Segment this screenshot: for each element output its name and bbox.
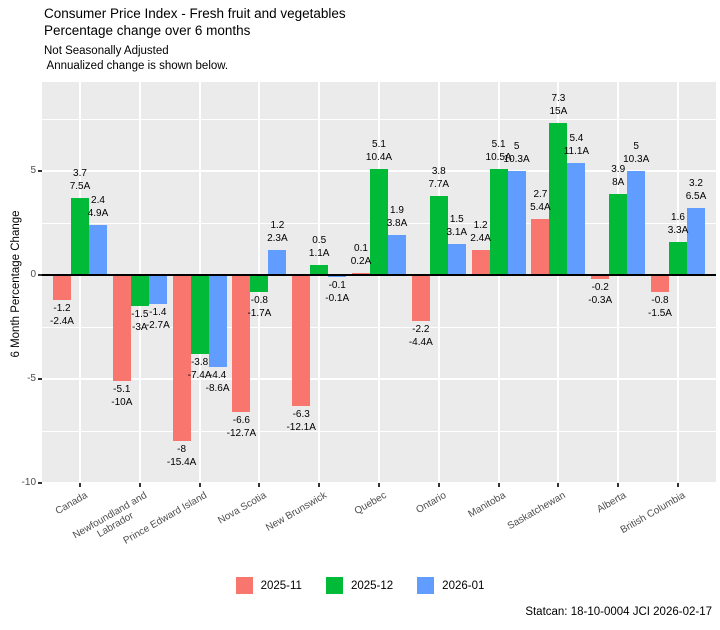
grid-line-v-major [617, 82, 620, 483]
bar-2025-11-saskatchewan [531, 218, 550, 275]
y-axis-tick-label: -10 [21, 477, 36, 488]
x-axis-tick-label-line: Prince Edward Island [121, 490, 210, 547]
bar-2025-11-newfoundland-and-labrador [112, 275, 131, 382]
bar-2026-01-saskatchewan [567, 162, 586, 275]
x-axis-tick-label: Canada [54, 490, 90, 517]
bar-2025-11-alberta [591, 275, 610, 280]
grid-line-v-major [677, 82, 679, 483]
x-axis-tick [497, 483, 500, 487]
x-axis-tick [318, 483, 321, 487]
bar-2025-12-nova-scotia [250, 275, 269, 292]
grid-line-v-major [557, 82, 560, 483]
x-axis-tick-label: British Columbia [619, 490, 688, 536]
bar-2025-12-quebec [370, 168, 388, 275]
bar-2025-12-manitoba [489, 168, 508, 275]
bar-2025-11-canada [53, 275, 71, 300]
x-axis-tick-label: New Brunswick [264, 490, 329, 534]
bar-2025-11-british-columbia [651, 275, 669, 292]
bar-2025-12-canada [71, 198, 89, 275]
bar-2025-12-saskatchewan [549, 123, 568, 275]
chart-title-line2: Percentage change over 6 months [44, 23, 251, 38]
x-axis-tick-label-line: New Brunswick [264, 490, 329, 534]
y-axis-tick-label: 5 [30, 165, 36, 176]
legend-label: 2026-01 [442, 579, 485, 592]
plot-panel [42, 82, 716, 483]
legend-item: 2025-11 [235, 577, 302, 594]
x-axis-tick-label: Prince Edward Island [122, 490, 209, 547]
bar-2025-12-alberta [609, 193, 628, 275]
x-axis-tick-label: Quebec [353, 490, 389, 517]
bar-2026-01-manitoba [507, 171, 526, 275]
bar-2026-01-prince-edward-island [208, 275, 227, 367]
x-axis-tick [378, 483, 380, 487]
legend-item: 2026-01 [417, 577, 484, 594]
bar-2026-01-ontario [447, 243, 466, 275]
bar-2025-12-newfoundland-and-labrador [130, 275, 149, 307]
bar-2026-01-nova-scotia [268, 250, 287, 275]
chart-title-line1: Consumer Price Index - Fresh fruit and v… [44, 6, 346, 21]
x-axis-tick-label-line: Newfoundland and [71, 490, 150, 542]
bar-2026-01-quebec [388, 235, 406, 275]
bar-2025-11-nova-scotia [232, 275, 251, 413]
bar-2025-12-prince-edward-island [190, 275, 209, 355]
bar-2026-01-newfoundland-and-labrador [148, 275, 167, 305]
zero-line [42, 274, 716, 276]
x-axis-tick-label-line: Canada [53, 490, 90, 518]
bar-2025-12-new-brunswick [310, 264, 329, 275]
x-axis-tick-label: Manitoba [467, 490, 508, 520]
x-axis-tick-label: Ontario [414, 490, 448, 516]
bar-2025-12-british-columbia [669, 241, 687, 275]
x-axis-tick-label-line: Saskatchewan [506, 490, 568, 533]
x-axis-tick-label-line: British Columbia [618, 490, 688, 536]
x-axis-tick-label: Newfoundland and Labrador [72, 490, 155, 551]
legend-item: 2025-12 [325, 577, 394, 594]
bar-2025-11-ontario [411, 275, 430, 321]
y-axis-tick-label: -5 [27, 373, 36, 384]
x-axis-tick-label-line: Manitoba [466, 490, 509, 521]
x-axis-tick [437, 483, 440, 487]
bar-2025-11-quebec [352, 272, 370, 275]
grid-line-v-major [79, 82, 81, 483]
legend-label: 2025-12 [350, 579, 394, 592]
grid-line-v-major [378, 82, 380, 483]
legend-swatch [235, 577, 253, 594]
x-axis-tick-label: Saskatchewan [506, 490, 568, 532]
bar-2025-11-prince-edward-island [172, 275, 191, 442]
grid-line-v-major [497, 82, 500, 483]
bar-2025-11-manitoba [471, 250, 490, 275]
x-axis-tick-label-line: Labrador [95, 510, 137, 540]
bar-2026-01-canada [89, 225, 107, 275]
x-axis-tick [138, 483, 141, 487]
bar-2025-12-ontario [429, 195, 448, 275]
footer-source: Statcan: 18-10-0004 JCI 2026-02-17 [525, 606, 712, 618]
x-axis-tick-label-line: Nova Scotia [216, 490, 269, 527]
x-axis-tick-label-line: Quebec [352, 490, 389, 518]
x-axis-tick-label: Alberta [595, 490, 628, 515]
bar-2025-11-new-brunswick [292, 275, 311, 407]
bar-2026-01-new-brunswick [328, 275, 347, 278]
x-axis-tick [617, 483, 620, 487]
x-axis-tick-label-line: Alberta [594, 490, 628, 516]
x-axis-tick [677, 483, 679, 487]
bar-2026-01-british-columbia [687, 208, 705, 275]
legend-swatch [325, 577, 343, 594]
grid-line-v-major [318, 82, 321, 483]
x-axis-tick [557, 483, 560, 487]
chart-subtitle-line1: Not Seasonally Adjusted [44, 45, 169, 57]
legend: 2025-11 2025-12 2026-01 [0, 577, 720, 594]
legend-label: 2025-11 [260, 579, 302, 592]
grid-line-v-major [437, 82, 440, 483]
y-axis-title: 6 Month Percentage Change [10, 210, 22, 358]
x-axis-tick-label-line: Ontario [414, 490, 449, 516]
x-axis-tick-label: Nova Scotia [217, 490, 269, 526]
x-axis-tick [258, 483, 261, 487]
x-axis-tick [79, 483, 81, 487]
chart-subtitle-line2: Annualized change is shown below. [44, 60, 229, 72]
legend-swatch [417, 577, 435, 594]
bar-2026-01-alberta [627, 171, 646, 275]
x-axis-tick [198, 483, 201, 487]
